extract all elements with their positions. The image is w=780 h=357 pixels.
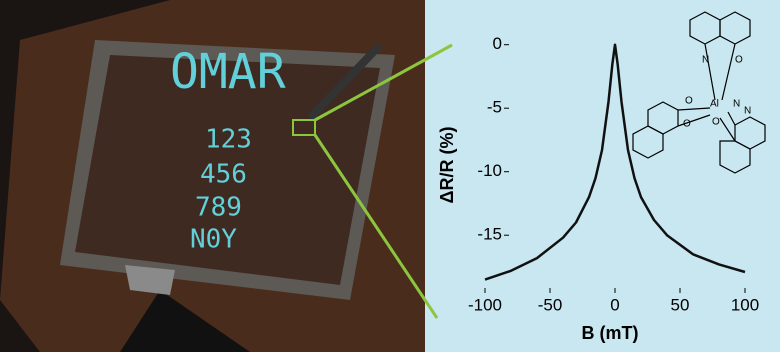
molecule xyxy=(632,11,766,174)
x-tick-label: -100 xyxy=(468,295,502,314)
y-axis-title: ΔR/R (%) xyxy=(437,127,457,204)
x-tick-label: 100 xyxy=(731,295,759,314)
zoom-box xyxy=(292,119,316,136)
stylus xyxy=(307,42,383,121)
tablet-stand xyxy=(125,265,175,295)
zoom-line xyxy=(313,134,439,319)
atom-label: Al xyxy=(710,99,719,110)
y-tick-label: -10 xyxy=(477,161,502,180)
display-text: N0Y xyxy=(190,225,237,255)
x-tick-label: -50 xyxy=(538,295,563,314)
data-line xyxy=(484,43,746,281)
atom-label: O xyxy=(683,119,691,130)
x-tick-label: 50 xyxy=(671,295,690,314)
display-text: 456 xyxy=(200,160,247,190)
atom-label: O xyxy=(735,55,743,66)
display-text: OMAR xyxy=(170,44,286,100)
atom-label: O xyxy=(685,96,693,107)
y-tick-label: 0 xyxy=(493,34,502,53)
tablet-screen xyxy=(75,55,380,285)
atom-label: O xyxy=(712,117,720,128)
shadow xyxy=(120,290,250,352)
zoom-line xyxy=(314,43,453,122)
x-tick-label: 0 xyxy=(610,295,619,314)
atom-label: N xyxy=(744,106,751,117)
atom-label: N xyxy=(702,55,709,66)
display-text: 789 xyxy=(195,193,242,223)
atom-label: N xyxy=(733,99,740,110)
y-tick-label: -15 xyxy=(477,225,502,244)
y-tick-label: -5 xyxy=(487,98,502,117)
x-axis-title: B (mT) xyxy=(582,323,639,343)
chart-panel xyxy=(425,0,780,352)
display-text: 123 xyxy=(205,125,252,155)
